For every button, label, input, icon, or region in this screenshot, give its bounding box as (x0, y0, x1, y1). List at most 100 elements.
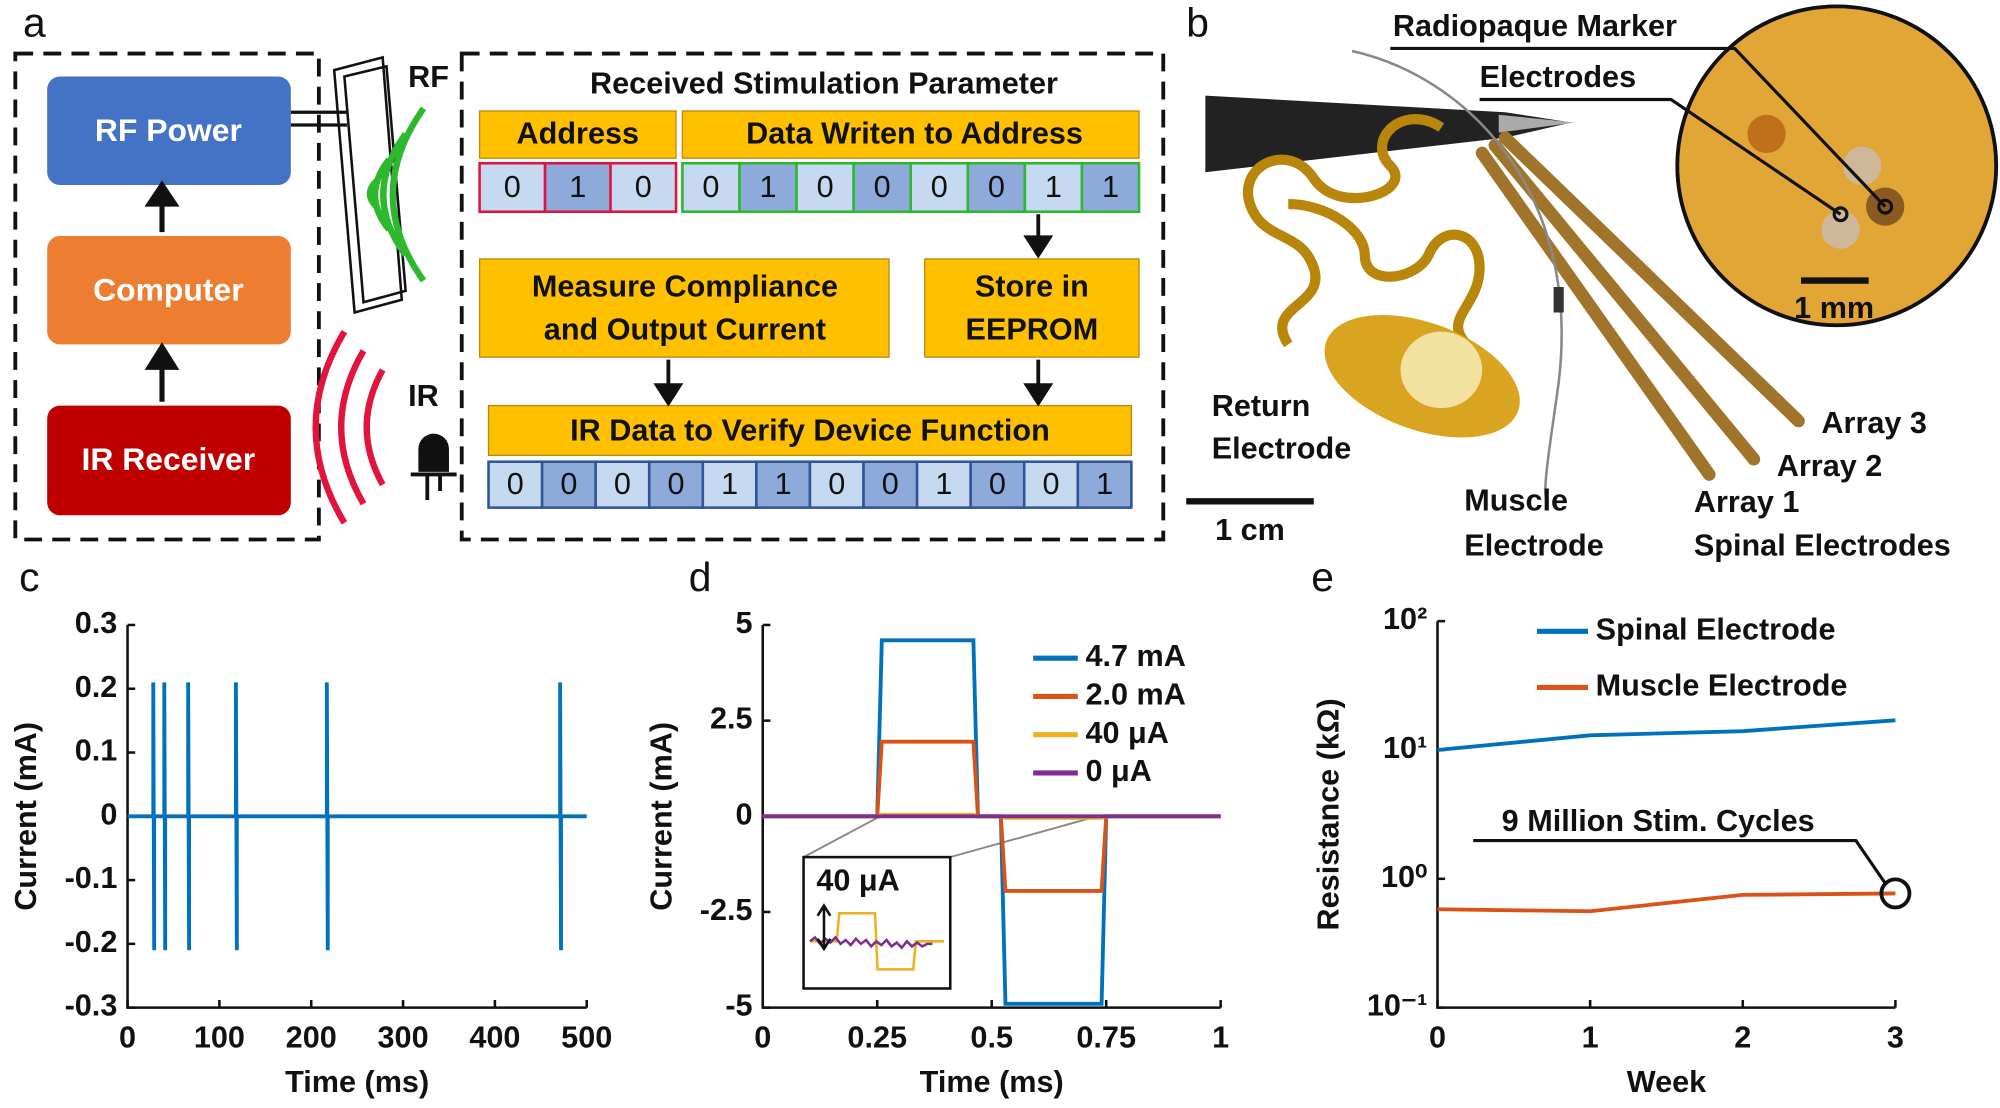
label: Measure Compliance (532, 269, 838, 303)
label: Store in (975, 269, 1089, 303)
x-tick-label: 0 (119, 1021, 136, 1055)
box-label: Computer (93, 272, 244, 308)
marker-dot (1747, 114, 1786, 154)
x-tick-label: 100 (194, 1021, 245, 1055)
bit-cell (1076, 460, 1133, 509)
box-label: RF Power (95, 112, 242, 148)
bit: 0 (828, 467, 845, 501)
inset-circle (1675, 4, 1999, 328)
muscle-wire (1351, 49, 1563, 498)
bit-cell (808, 460, 865, 509)
y-tick-label: -2.5 (700, 893, 753, 927)
led (418, 433, 449, 472)
label: Data Writen to Address (746, 116, 1083, 150)
rf-wave (366, 106, 427, 283)
bit: 1 (721, 467, 738, 501)
bit-cell (915, 460, 972, 509)
bit-cell (478, 161, 547, 214)
panel-label: d (689, 554, 712, 600)
bit-cell (969, 460, 1026, 509)
label: Radiopaque Marker (1393, 9, 1677, 43)
x-tick-label: 0.25 (847, 1021, 907, 1055)
legend-label: 0 μA (1085, 754, 1151, 788)
bit-cell (647, 460, 705, 509)
y-tick-label: 0 (100, 797, 117, 831)
bit-cell (738, 161, 798, 214)
panel-label: a (23, 0, 46, 45)
y-tick-label: 10² (1383, 602, 1427, 636)
bit-cell (594, 460, 651, 509)
tweezer-tip (1498, 114, 1576, 133)
x-tick-label: 400 (469, 1021, 520, 1055)
leader-dot (1877, 198, 1894, 215)
leader-line (1390, 46, 1887, 216)
y-tick-label: 0.3 (75, 606, 118, 640)
x-tick-label: 3 (1887, 1021, 1904, 1055)
x-tick-label: 0.75 (1076, 1021, 1136, 1055)
bit: 1 (1045, 170, 1062, 204)
x-tick-label: 300 (378, 1021, 429, 1055)
label: RF (408, 60, 449, 94)
y-tick-label: 0.2 (75, 670, 118, 704)
box-label: IR Receiver (82, 441, 256, 477)
array (1475, 131, 1805, 481)
bit-cell (543, 161, 612, 214)
y-tick-label: -0.1 (65, 861, 118, 895)
led-leg (410, 472, 457, 500)
panel-label: b (1186, 0, 1209, 45)
inset-trace (809, 935, 933, 950)
label: Electrode (1464, 528, 1604, 562)
return-pad-center (1400, 331, 1483, 409)
y-tick-label: 0 (736, 797, 753, 831)
bit: 0 (635, 170, 652, 204)
bit: 0 (882, 467, 899, 501)
arrow (144, 180, 180, 402)
texts: a b c d e RF Power Computer IR Receiver … (19, 0, 1951, 898)
y-tick-label: 10⁻¹ (1367, 989, 1427, 1023)
bit: 0 (1043, 467, 1060, 501)
bit-cell (1022, 460, 1080, 509)
bit: 0 (989, 467, 1006, 501)
y-axis-label: Current (mA) (9, 722, 43, 911)
bit-cell (862, 460, 919, 509)
box (47, 405, 291, 516)
x-axis-label: Time (ms) (285, 1065, 429, 1099)
bit-cell (1080, 161, 1141, 214)
leader-dot (1832, 206, 1849, 223)
label: Electrode (1212, 431, 1352, 465)
y-tick-label: 2.5 (710, 702, 753, 736)
electrode-dot (1821, 210, 1860, 249)
label: Address (517, 116, 639, 150)
box (681, 110, 1140, 159)
label: Muscle (1464, 484, 1568, 518)
bit-cell (701, 460, 758, 509)
annotation-line (1473, 838, 1887, 885)
bit-cell (852, 161, 912, 214)
x-tick-label: 2 (1734, 1021, 1751, 1055)
bit-cell (755, 460, 812, 509)
inset-label: 40 μA (816, 864, 899, 898)
y-axis-label: Resistance (kΩ) (1311, 698, 1345, 930)
bit: 0 (874, 170, 891, 204)
x-tick-label: 500 (561, 1021, 612, 1055)
bit: 1 (935, 467, 952, 501)
ir-wave (312, 329, 386, 525)
label: Spinal Electrodes (1694, 528, 1951, 562)
bit-cell (609, 161, 678, 214)
y-tick-label: -5 (725, 989, 752, 1023)
legend-label: 40 μA (1085, 716, 1168, 750)
marker-bead (1553, 286, 1564, 313)
legend-label: 4.7 mA (1085, 639, 1185, 673)
label: Electrodes (1480, 60, 1637, 94)
annotation-circle (1879, 877, 1912, 910)
bit: 0 (507, 467, 524, 501)
x-tick-label: 0 (754, 1021, 771, 1055)
bit: 0 (614, 467, 631, 501)
legend-label: 2.0 mA (1085, 678, 1185, 712)
y-tick-label: -0.2 (65, 925, 118, 959)
panel-label: c (19, 554, 39, 600)
decor (13, 4, 1999, 990)
series-line (1437, 718, 1896, 752)
bit: 1 (1102, 170, 1119, 204)
